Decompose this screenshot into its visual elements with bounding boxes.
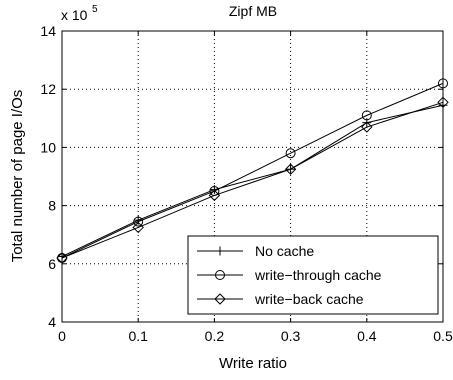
plot-frame xyxy=(61,30,444,323)
diamond-marker xyxy=(208,189,221,202)
y-tick-label: 8 xyxy=(48,198,56,214)
legend-entry: write−through cache xyxy=(197,267,382,283)
chart-title: Zipf MB xyxy=(229,3,277,19)
legend-entry: write−back cache xyxy=(197,291,364,307)
diamond-marker xyxy=(284,163,297,175)
diamond-marker xyxy=(361,121,373,133)
y-tick-label: 14 xyxy=(40,23,56,39)
circle-marker xyxy=(285,148,296,159)
series-line xyxy=(61,104,444,257)
legend-label: write−back cache xyxy=(254,291,364,307)
y-tick-label: 12 xyxy=(40,81,56,97)
x-axis-label: Write ratio xyxy=(219,355,287,372)
circle-marker xyxy=(361,110,372,121)
circle-marker xyxy=(133,216,144,227)
legend-label: No cache xyxy=(255,243,314,259)
x-tick-label: 0.3 xyxy=(281,328,301,344)
series-line xyxy=(61,101,444,259)
y-axis-label: Total number of page I/Os xyxy=(9,90,26,263)
y-multiplier-exponent: 5 xyxy=(92,4,98,15)
x-tick-label: 0.1 xyxy=(128,328,148,344)
legend: No cache write−through cache write−back ca… xyxy=(187,235,439,315)
diamond-marker xyxy=(132,221,144,234)
y-tick-label: 6 xyxy=(48,256,56,272)
legend-entry: No cache xyxy=(197,243,314,259)
x-tick-label: 0 xyxy=(58,328,66,344)
series-line xyxy=(61,82,444,259)
y-multiplier-base: x 10 xyxy=(61,7,88,23)
legend-label: write−through cache xyxy=(254,267,382,283)
circle-marker xyxy=(215,270,225,280)
x-tick-label: 0.2 xyxy=(205,328,225,344)
x-tick-label: 0.5 xyxy=(433,328,453,344)
y-tick-label: 4 xyxy=(48,314,56,330)
diamond-marker xyxy=(214,293,226,305)
y-tick-label: 10 xyxy=(40,139,56,155)
x-tick-label: 0.4 xyxy=(357,328,377,344)
plus-marker xyxy=(215,246,225,256)
